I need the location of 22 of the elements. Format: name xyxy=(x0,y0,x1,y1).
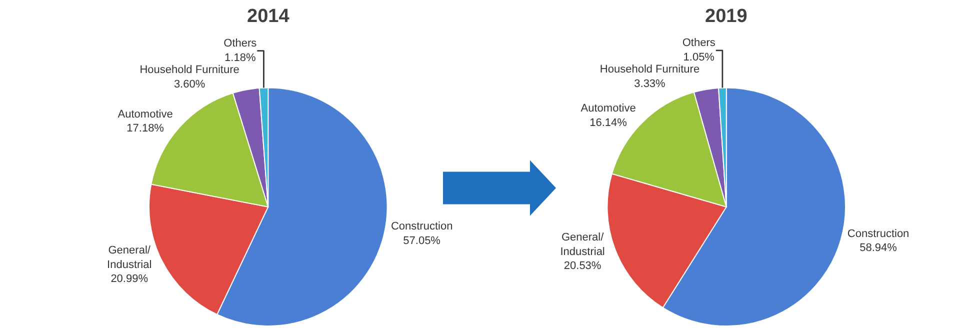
data-label: 3.33% xyxy=(634,78,666,90)
chart-title: 2014 xyxy=(247,6,290,27)
data-label: 1.18% xyxy=(224,52,256,64)
data-label: 1.05% xyxy=(683,52,715,64)
data-label: 57.05% xyxy=(403,234,441,247)
slice-label: General/ Industrial xyxy=(560,232,605,258)
slice-label: Construction xyxy=(847,228,910,240)
slice-label: Household Furniture xyxy=(600,64,700,76)
data-label: 58.94% xyxy=(860,242,898,254)
data-label: 20.99% xyxy=(110,273,148,286)
slice-label: Others xyxy=(682,37,716,50)
slice-label: Automotive xyxy=(118,108,173,120)
slice-label: Construction xyxy=(390,220,453,233)
slice-label: General/ Industrial xyxy=(107,244,152,271)
data-label: 20.53% xyxy=(564,260,602,272)
slice-label: Household Furniture xyxy=(140,64,240,76)
slice-label: Others xyxy=(224,38,258,50)
chart-title: 2019 xyxy=(705,6,748,27)
data-label: 3.60% xyxy=(174,78,206,90)
data-label: 17.18% xyxy=(126,122,164,135)
data-label: 16.14% xyxy=(590,116,628,129)
slice-label: Automotive xyxy=(580,102,636,115)
